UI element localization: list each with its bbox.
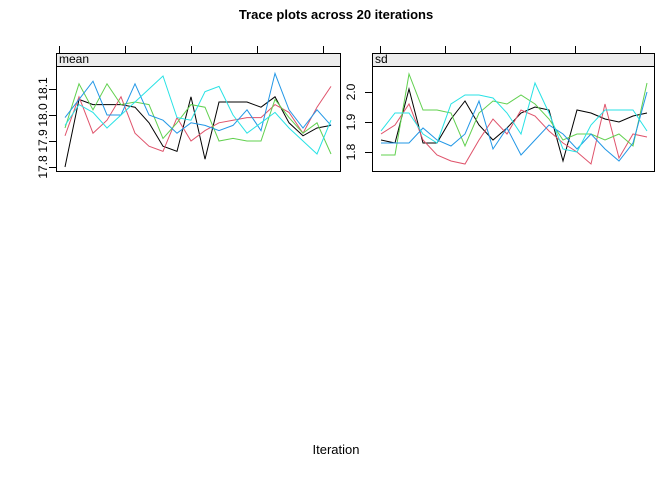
y-tick-label: 18.0 bbox=[36, 103, 50, 127]
trace-line-mean-chain-2 bbox=[64, 86, 332, 153]
y-tick-label: 17.8 bbox=[36, 155, 50, 179]
y-tick-label: 2.0 bbox=[344, 83, 358, 101]
y-tick-label: 18.1 bbox=[36, 77, 50, 101]
trace-line-mean-chain-5 bbox=[64, 75, 332, 155]
panel-border bbox=[372, 66, 655, 172]
trace-line-sd-chain-5 bbox=[380, 81, 648, 153]
trace-line-mean-chain-4 bbox=[64, 71, 332, 134]
y-tick-label: 1.8 bbox=[344, 143, 358, 161]
chart-title: Trace plots across 20 iterations bbox=[238, 7, 434, 22]
panel-mean bbox=[49, 46, 341, 172]
y-tick-label: 1.9 bbox=[344, 113, 358, 131]
y-tick-label: 17.9 bbox=[36, 129, 50, 153]
trace-line-sd-chain-3 bbox=[381, 72, 648, 156]
x-axis-label: Iteration bbox=[312, 442, 360, 457]
panel-sd bbox=[365, 46, 655, 172]
strip-label-mean: mean bbox=[59, 52, 90, 66]
trace-line-sd-chain-2 bbox=[380, 102, 648, 165]
trace-line-mean-chain-1 bbox=[64, 96, 332, 168]
strip-label-sd: sd bbox=[375, 52, 388, 66]
trace-line-sd-chain-4 bbox=[381, 91, 648, 162]
